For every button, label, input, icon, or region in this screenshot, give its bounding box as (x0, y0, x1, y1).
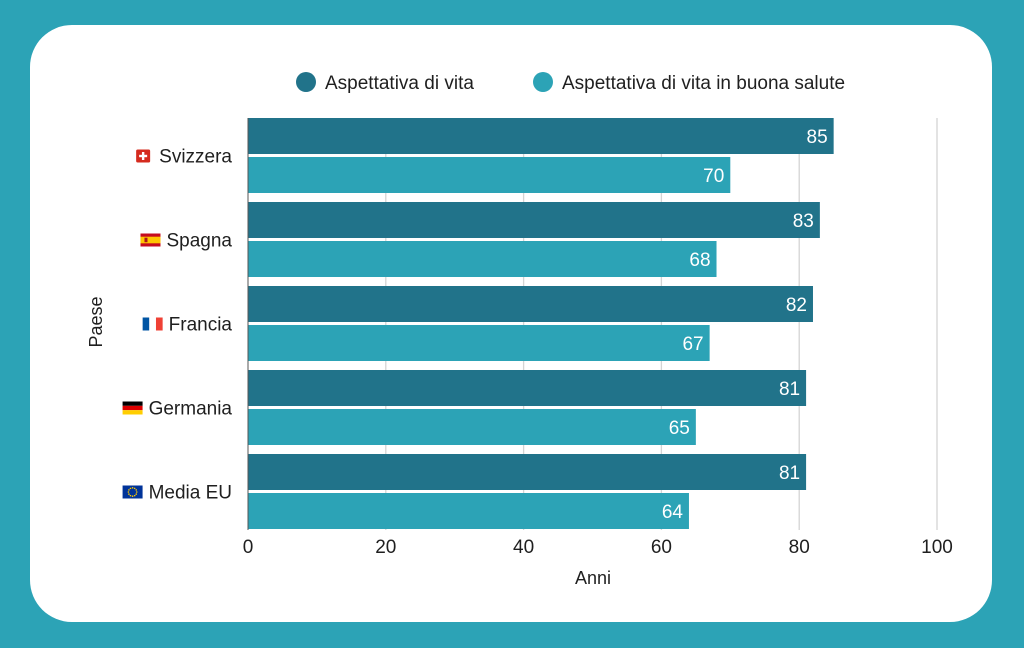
y-tick-label: Germania (122, 399, 233, 420)
germany-flag (122, 401, 143, 415)
eu-flag (122, 485, 143, 499)
data-label: 65 (669, 418, 690, 439)
bar (248, 325, 710, 361)
legend-marker (296, 72, 316, 92)
legend-item: Aspettativa di vita in buona salute (533, 72, 845, 94)
bar (248, 454, 807, 490)
bar (248, 286, 813, 322)
x-tick-label: 80 (789, 537, 810, 558)
switzerland-flag (136, 149, 151, 163)
category-label: Francia (169, 315, 233, 336)
y-tick-label: Media EU (122, 483, 232, 504)
y-tick-label: Francia (142, 315, 233, 336)
y-axis: Svizzera Spagna Francia Germania Media EU (122, 118, 249, 530)
bar (248, 370, 807, 406)
x-axis-title: Anni (575, 568, 611, 588)
x-tick-label: 60 (651, 537, 672, 558)
legend-label: Aspettativa di vita (325, 73, 474, 94)
bar (248, 493, 689, 529)
bar (248, 409, 696, 445)
france-flag (142, 317, 163, 331)
x-tick-label: 100 (921, 537, 953, 558)
legend-item: Aspettativa di vita (296, 72, 474, 94)
bar (248, 118, 834, 154)
x-tick-label: 20 (375, 537, 396, 558)
data-label: 68 (689, 250, 710, 271)
x-tick-label: 40 (513, 537, 534, 558)
legend-marker (533, 72, 553, 92)
x-tick-label: 0 (243, 537, 254, 558)
category-label: Spagna (166, 231, 232, 252)
data-label: 85 (807, 127, 828, 148)
legend-label: Aspettativa di vita in buona salute (562, 73, 845, 94)
data-label: 81 (779, 463, 800, 484)
bar (248, 157, 731, 193)
data-label: 70 (703, 166, 724, 187)
y-tick-label: Spagna (140, 231, 232, 252)
category-label: Germania (149, 399, 233, 420)
category-label: Svizzera (159, 147, 232, 168)
data-label: 64 (662, 502, 684, 523)
bar (248, 241, 717, 277)
data-label: 81 (779, 379, 800, 400)
legend: Aspettativa di vita Aspettativa di vita i… (296, 72, 845, 94)
bar (248, 202, 820, 238)
category-label: Media EU (149, 483, 232, 504)
chart: Aspettativa di vita Aspettativa di vita i… (86, 72, 953, 588)
data-label: 67 (682, 334, 703, 355)
data-label: 82 (786, 295, 807, 316)
y-axis-title: Paese (86, 296, 106, 347)
data-label: 83 (793, 211, 814, 232)
spain-flag (140, 233, 161, 247)
bars: 85 70 83 68 82 67 81 65 81 64 (248, 118, 834, 529)
x-axis: 0 20 40 60 80 100 (243, 537, 953, 558)
chart-card: Aspettativa di vita Aspettativa di vita i… (30, 25, 992, 622)
y-tick-label: Svizzera (136, 147, 232, 168)
